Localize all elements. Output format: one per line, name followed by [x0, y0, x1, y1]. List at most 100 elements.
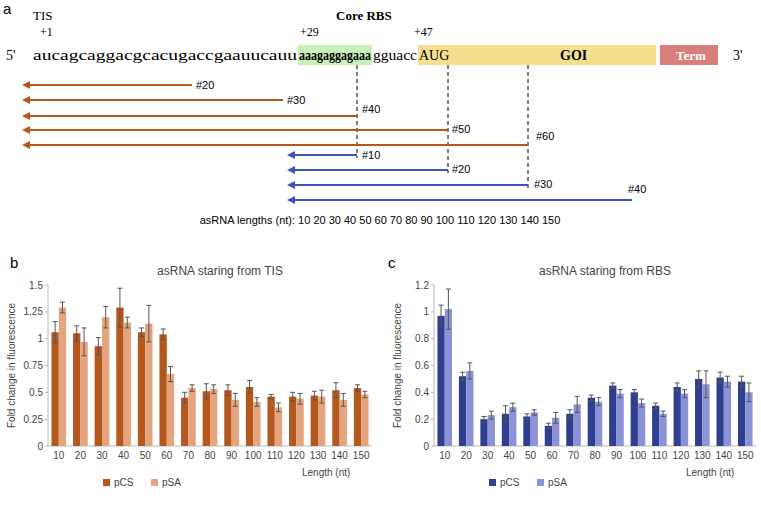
error-bar [725, 376, 730, 387]
error-cap [575, 412, 580, 413]
arrow-line [28, 99, 283, 101]
error-cap [211, 384, 216, 385]
gene-box [418, 45, 656, 65]
error-cap [639, 399, 644, 400]
bar [275, 407, 282, 446]
error-stem [441, 305, 442, 326]
error-bar [117, 288, 122, 327]
error-bar [211, 385, 216, 394]
panel-label: a [3, 0, 12, 17]
error-bar [362, 391, 367, 397]
arrow-line [28, 129, 448, 131]
x-tick-label: 10 [53, 450, 65, 461]
error-bar [746, 383, 751, 402]
bar [531, 412, 538, 446]
error-cap [696, 386, 701, 387]
error-cap [524, 419, 529, 420]
error-stem [448, 289, 449, 329]
x-tick-label: 10 [439, 450, 451, 461]
error-bar [524, 414, 529, 419]
panel-a: aTISCore RBS+1+29+475'aucagcaggacgcacuga… [3, 0, 743, 226]
error-cap [139, 336, 144, 337]
x-tick-label: 90 [611, 450, 623, 461]
error-cap [125, 317, 130, 318]
legend-swatch [103, 479, 110, 486]
error-bar [553, 412, 558, 423]
bar [80, 342, 87, 446]
x-tick-label: 120 [673, 450, 690, 461]
legend-label: pSA [162, 477, 181, 488]
x-tick-label: 140 [331, 450, 348, 461]
error-cap [355, 391, 360, 392]
error-cap [546, 423, 551, 424]
error-cap [567, 409, 572, 410]
error-bar [233, 393, 238, 406]
error-bar [290, 392, 295, 401]
x-tick-label: 40 [118, 450, 130, 461]
error-cap [298, 404, 303, 405]
bar [167, 374, 174, 446]
error-bar [696, 371, 701, 387]
arrow-line [28, 144, 528, 146]
error-stem [741, 376, 742, 387]
error-stem [249, 381, 250, 394]
error-cap [362, 391, 367, 392]
error-stem [321, 390, 322, 403]
error-cap [290, 392, 295, 393]
x-tick-label: 150 [353, 450, 370, 461]
error-cap [524, 413, 529, 414]
error-cap [618, 397, 623, 398]
error-cap [276, 411, 281, 412]
error-cap [60, 302, 65, 303]
error-cap [510, 403, 515, 404]
bar [616, 394, 623, 446]
error-cap [53, 321, 58, 322]
bar [181, 398, 188, 446]
bar [724, 382, 731, 446]
error-cap [269, 398, 274, 399]
chart: basRNA staring from TISFold change in fl… [6, 254, 372, 488]
bar [488, 415, 495, 446]
error-cap [96, 337, 101, 338]
error-cap [254, 397, 259, 398]
error-stem [641, 399, 642, 407]
bar [509, 407, 516, 446]
bar [332, 390, 339, 446]
error-cap [96, 354, 101, 355]
error-stem [127, 317, 128, 328]
error-bar [460, 372, 465, 380]
error-bar [675, 383, 680, 391]
error-bar [269, 394, 274, 398]
error-bar [739, 376, 744, 387]
error-cap [718, 382, 723, 383]
error-cap [589, 400, 594, 401]
legend-swatch [489, 479, 496, 486]
x-tick-label: 110 [651, 450, 667, 461]
error-cap [82, 355, 87, 356]
error-stem [292, 392, 293, 401]
error-cap [74, 325, 79, 326]
arrow-line [293, 154, 357, 156]
error-bar [503, 406, 508, 422]
bar [188, 388, 195, 446]
arrow-head [287, 166, 295, 174]
x-tick-label: 150 [737, 450, 754, 461]
bar [609, 386, 616, 446]
bar [437, 316, 444, 446]
error-cap [703, 397, 708, 398]
error-bar [632, 390, 637, 395]
y-tick-label: 0.4 [415, 387, 429, 398]
x-tick-label: 50 [140, 450, 152, 461]
error-stem [484, 416, 485, 421]
error-cap [718, 372, 723, 373]
x-tick-label: 80 [589, 450, 601, 461]
arrow-line [28, 115, 357, 117]
error-cap [510, 411, 515, 412]
bar [588, 398, 595, 446]
error-stem [256, 398, 257, 407]
error-cap [661, 416, 666, 417]
arrow-label: #40 [362, 103, 380, 115]
error-cap [546, 428, 551, 429]
bar [595, 402, 602, 446]
error-cap [60, 312, 65, 313]
